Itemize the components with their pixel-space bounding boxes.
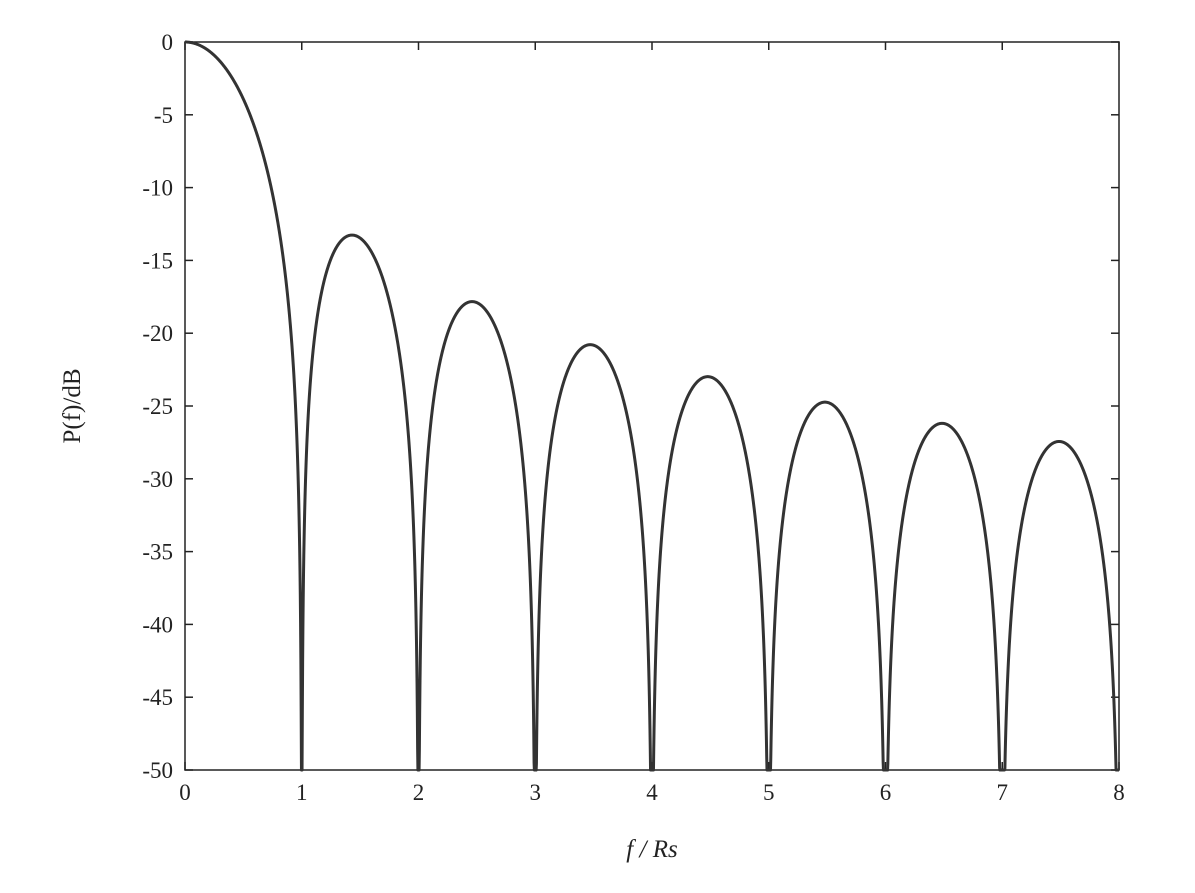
y-tick-label: -50 xyxy=(142,758,173,783)
x-tick-label: 3 xyxy=(530,780,542,805)
y-tick-label: -45 xyxy=(142,685,173,710)
x-tick-label: 2 xyxy=(413,780,425,805)
y-tick-label: -10 xyxy=(142,176,173,201)
y-tick-label: -30 xyxy=(142,467,173,492)
data-series-line xyxy=(183,40,1121,772)
y-tick-label: -40 xyxy=(142,612,173,637)
y-tick-label: -25 xyxy=(142,394,173,419)
x-tick-label: 5 xyxy=(763,780,775,805)
y-tick-label: -15 xyxy=(142,248,173,273)
x-tick-label: 4 xyxy=(646,780,658,805)
y-tick-label: 0 xyxy=(162,30,174,55)
x-tick-label: 7 xyxy=(997,780,1009,805)
y-tick-label: -35 xyxy=(142,540,173,565)
x-tick-label: 6 xyxy=(880,780,892,805)
y-tick-label: -20 xyxy=(142,321,173,346)
y-axis-label: P(f)/dB xyxy=(59,369,86,444)
x-tick-label: 0 xyxy=(179,780,191,805)
y-tick-label: -5 xyxy=(154,103,173,128)
x-tick-label: 1 xyxy=(296,780,308,805)
y-axis-ticks: 0 -5 -10 -15 -20 -25 -30 -35 -40 -45 -50 xyxy=(142,30,1119,783)
x-axis-ticks: 0 1 2 3 4 5 6 7 8 xyxy=(179,42,1125,805)
x-axis-label: f / Rs xyxy=(626,836,677,863)
x-tick-label: 8 xyxy=(1113,780,1125,805)
plot-frame xyxy=(184,41,1120,771)
